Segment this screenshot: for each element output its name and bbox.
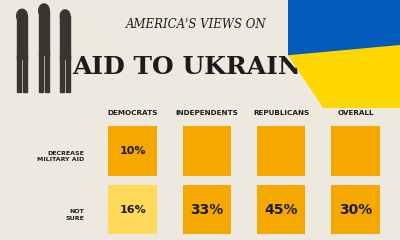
Bar (331, 185, 380, 234)
Ellipse shape (39, 4, 49, 17)
Bar (257, 185, 305, 234)
Bar (183, 126, 231, 176)
Bar (17, 55, 21, 92)
Text: OVERALL: OVERALL (337, 110, 374, 116)
Text: 33%: 33% (190, 203, 224, 217)
Bar (60, 16, 70, 59)
Text: INDEPENDENTS: INDEPENDENTS (176, 110, 238, 116)
Bar (183, 185, 231, 234)
Polygon shape (288, 0, 400, 54)
Bar (331, 126, 380, 176)
Text: AID TO UKRAINE: AID TO UKRAINE (72, 55, 320, 79)
Ellipse shape (17, 9, 27, 23)
Bar (108, 126, 157, 176)
Text: 16%: 16% (119, 205, 146, 215)
Text: REPUBLICANS: REPUBLICANS (253, 110, 309, 116)
Bar (39, 53, 43, 92)
Bar (66, 55, 70, 92)
Text: 10%: 10% (119, 146, 146, 156)
Bar (17, 16, 27, 59)
Bar (108, 185, 157, 234)
Text: 45%: 45% (264, 203, 298, 217)
Text: 30%: 30% (339, 203, 372, 217)
Text: AMERICA'S VIEWS ON: AMERICA'S VIEWS ON (126, 18, 266, 31)
Text: DEMOCRATS: DEMOCRATS (107, 110, 158, 116)
Bar (257, 126, 305, 176)
Polygon shape (288, 43, 400, 108)
Bar (39, 11, 49, 55)
Text: NOT
SURE: NOT SURE (65, 209, 84, 221)
Bar (23, 55, 27, 92)
Bar (60, 55, 64, 92)
Text: DECREASE
MILITARY AID: DECREASE MILITARY AID (37, 151, 84, 162)
Ellipse shape (60, 10, 70, 22)
Bar (45, 53, 49, 92)
